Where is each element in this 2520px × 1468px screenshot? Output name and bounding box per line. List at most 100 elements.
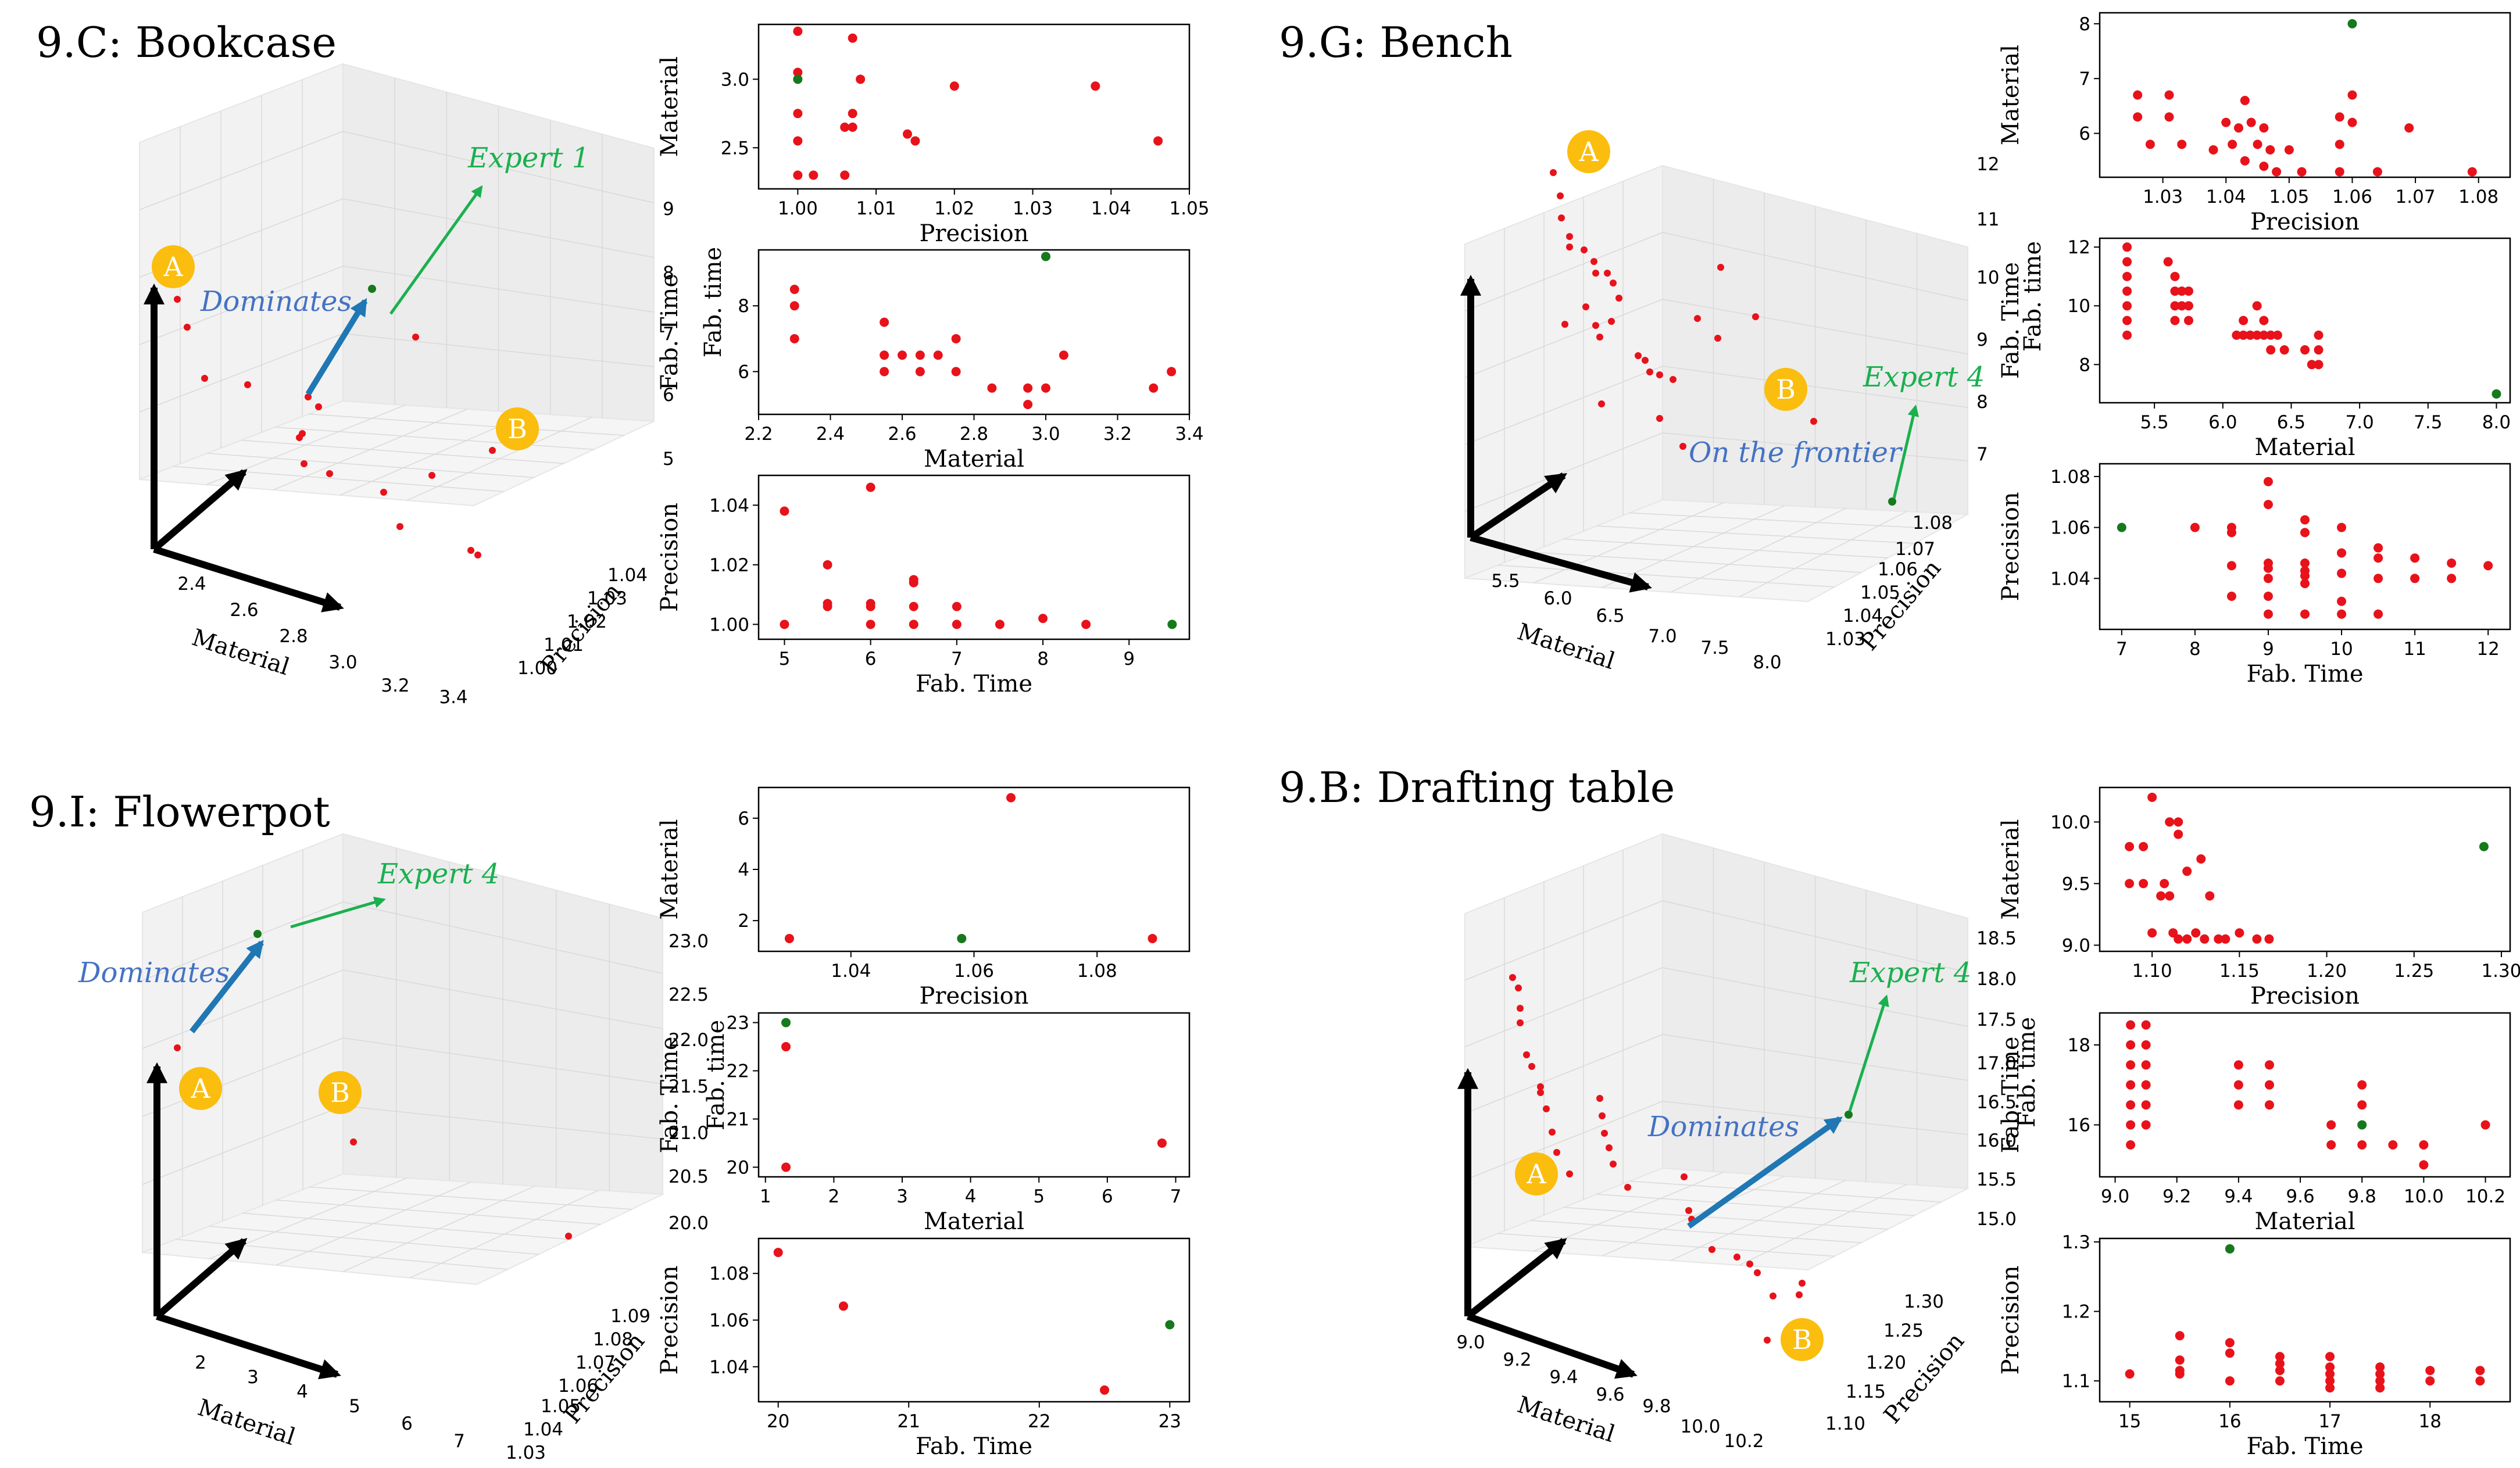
- grid-line: [1533, 502, 1724, 583]
- data-point: [1148, 933, 1157, 943]
- data-point: [2375, 1369, 2385, 1379]
- y-tick-label: 1.3: [2062, 1232, 2090, 1253]
- data-point-3d: [1656, 415, 1663, 422]
- x-tick-label: 8: [2189, 639, 2201, 660]
- z-tick-label: 7: [1976, 444, 1988, 465]
- data-point: [1157, 1138, 1167, 1148]
- data-point: [789, 284, 799, 294]
- data-point: [2475, 1366, 2485, 1376]
- x-axis-label: Precision: [2250, 209, 2360, 235]
- grid-line: [142, 1037, 344, 1117]
- data-point: [2214, 934, 2224, 944]
- data-point-3d: [1656, 371, 1663, 378]
- data-point: [781, 1162, 791, 1172]
- x-tick-label: 5: [1033, 1186, 1045, 1207]
- data-point-3d: [1523, 1051, 1530, 1058]
- data-point: [2480, 1120, 2490, 1130]
- z-tick-label: 17.5: [1976, 1009, 2017, 1030]
- grid-line: [1464, 299, 1663, 378]
- z-tick-label: 7: [663, 324, 674, 345]
- data-point: [2170, 271, 2180, 281]
- data-point: [2326, 1120, 2336, 1130]
- expert-point-3d: [1888, 497, 1896, 506]
- x-tick-label: 1.10: [2132, 961, 2172, 982]
- data-point: [2126, 1040, 2136, 1050]
- data-point-3d: [1543, 1105, 1550, 1112]
- expert-point: [2225, 1244, 2235, 1254]
- badge-b-label: B: [507, 413, 527, 445]
- expert-arrow: [290, 896, 386, 929]
- x-tick-label: 1.05: [1169, 198, 1209, 219]
- data-point: [2253, 139, 2262, 149]
- data-point-3d: [1566, 244, 1573, 250]
- data-point: [2232, 330, 2242, 340]
- grid-line: [409, 1190, 599, 1279]
- y-tick-label: 2: [738, 911, 749, 932]
- data-point-3d: [1670, 376, 1677, 383]
- z-tick-label: 15.5: [1976, 1169, 2017, 1190]
- grid-line: [1464, 1034, 1663, 1114]
- data-point-3d: [396, 523, 403, 530]
- x-tick-label: 3.4: [439, 687, 467, 708]
- badge-b: [496, 407, 539, 450]
- data-point-3d: [326, 470, 333, 477]
- z-axis-label: Fab. time: [2019, 241, 2046, 352]
- grid-line: [1662, 299, 1968, 355]
- expert-point-3d: [368, 285, 376, 293]
- data-point: [2126, 1080, 2136, 1090]
- data-point-3d: [1553, 1149, 1560, 1156]
- grid-line: [1629, 512, 1942, 529]
- grid-line: [1662, 1034, 1968, 1081]
- data-point-3d: [1566, 233, 1573, 240]
- scatter-panel: 20 21 22 23 1.04 1.06 1.08 Fab. Time Precision: [656, 1237, 1191, 1460]
- data-point: [2177, 301, 2187, 311]
- data-point: [2264, 1080, 2274, 1090]
- data-point: [2175, 1355, 2185, 1365]
- data-point: [951, 367, 961, 377]
- data-point-3d: [1799, 1280, 1806, 1287]
- grid-line: [309, 1186, 632, 1210]
- y-tick-label: 1.1: [2062, 1371, 2090, 1392]
- data-point: [2447, 558, 2457, 568]
- grid-line: [1531, 1220, 1861, 1244]
- data-point-3d: [184, 324, 191, 331]
- x-tick-label: 20: [767, 1411, 789, 1432]
- data-point: [2205, 891, 2215, 901]
- x-tick-label: 3.0: [1031, 424, 1060, 445]
- x-tick-label: 4: [296, 1381, 308, 1402]
- grid-line: [309, 413, 624, 436]
- data-point: [2245, 330, 2255, 340]
- y-axis-label: Precision: [656, 503, 683, 612]
- grid-line: [342, 198, 655, 258]
- data-point: [2177, 139, 2187, 149]
- grid-line: [139, 333, 344, 413]
- data-point: [1041, 383, 1050, 393]
- data-point: [2259, 162, 2269, 171]
- data-point: [2419, 1140, 2429, 1150]
- data-point-3d: [1592, 270, 1599, 277]
- y-tick-label: 8: [2079, 14, 2090, 35]
- scatter-panel: 5 6 7 8 9 1.00 1.02 1.04 Fab. Time Precision: [656, 474, 1191, 697]
- panel-frame: [757, 249, 1191, 416]
- y-tick-label: 7: [2079, 69, 2090, 89]
- y-tick-label: 1.30: [1904, 1291, 1944, 1312]
- grid-line: [1629, 1180, 1942, 1203]
- y-axis-label: Precision: [1997, 492, 2024, 601]
- expert-arrow: [1892, 404, 1920, 499]
- x-tick-label: 1.30: [2481, 961, 2520, 982]
- data-point: [2300, 558, 2310, 568]
- data-point: [2122, 316, 2132, 325]
- data-point: [2228, 139, 2237, 149]
- data-point: [2141, 1080, 2151, 1090]
- data-point: [2264, 1060, 2274, 1070]
- data-point: [2177, 286, 2187, 296]
- x-tick-label: 10.2: [1724, 1431, 1764, 1452]
- x-tick-label: 11: [2403, 639, 2426, 660]
- axis-arrow-material: [156, 1313, 341, 1380]
- grid-line: [242, 1212, 570, 1240]
- data-point: [2126, 1100, 2136, 1110]
- data-point: [2337, 522, 2347, 532]
- x-tick-label: 23: [1159, 1411, 1181, 1432]
- y-axis-label: Precision: [656, 1265, 683, 1374]
- data-point: [2259, 123, 2269, 133]
